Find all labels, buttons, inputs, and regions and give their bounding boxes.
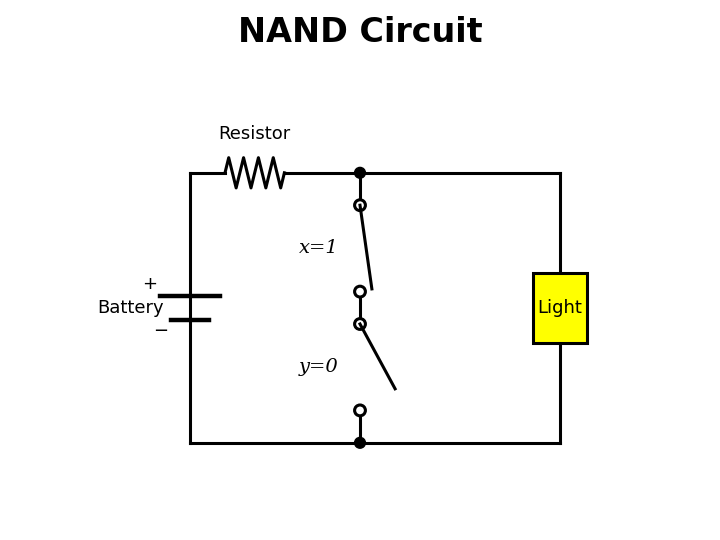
Text: y=0: y=0 — [299, 358, 338, 376]
Text: x=1: x=1 — [299, 239, 338, 258]
Text: −: − — [153, 322, 168, 340]
Circle shape — [355, 167, 365, 178]
Text: Battery: Battery — [97, 299, 164, 317]
Circle shape — [355, 286, 365, 297]
Circle shape — [355, 437, 365, 448]
Circle shape — [355, 319, 365, 329]
Circle shape — [355, 405, 365, 416]
FancyBboxPatch shape — [533, 273, 587, 343]
Text: +: + — [143, 275, 158, 293]
Text: NAND Circuit: NAND Circuit — [238, 16, 482, 49]
Text: Light: Light — [537, 299, 582, 317]
Circle shape — [355, 200, 365, 211]
Text: Resistor: Resistor — [219, 125, 291, 143]
